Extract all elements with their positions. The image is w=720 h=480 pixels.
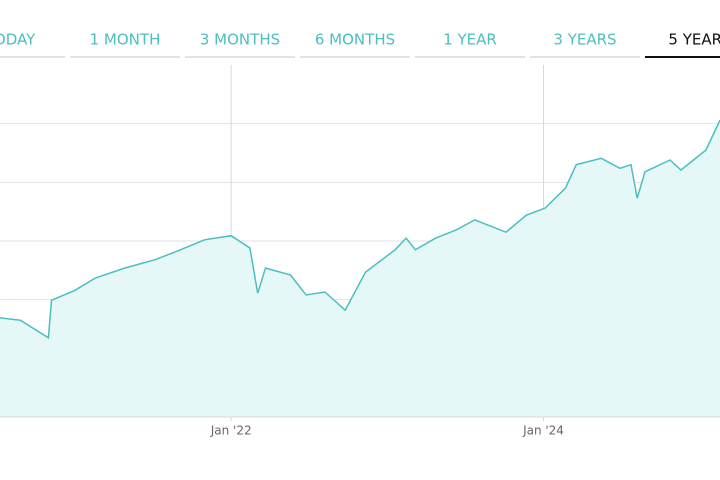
- tab[interactable]: 6 MONTHS: [315, 31, 395, 49]
- tab[interactable]: 3 MONTHS: [200, 31, 280, 49]
- price-line: [0, 119, 720, 340]
- x-tick-label: Jan '22: [210, 424, 252, 438]
- area-fill: [0, 120, 720, 417]
- x-tick-label: Jan '24: [522, 424, 564, 438]
- tab[interactable]: 3 YEARS: [553, 31, 616, 49]
- tab[interactable]: 1 YEAR: [443, 31, 497, 49]
- tab[interactable]: 1 MONTH: [90, 31, 161, 49]
- tab[interactable]: TODAY: [0, 31, 36, 49]
- tab[interactable]: 5 YEARS: [668, 31, 720, 49]
